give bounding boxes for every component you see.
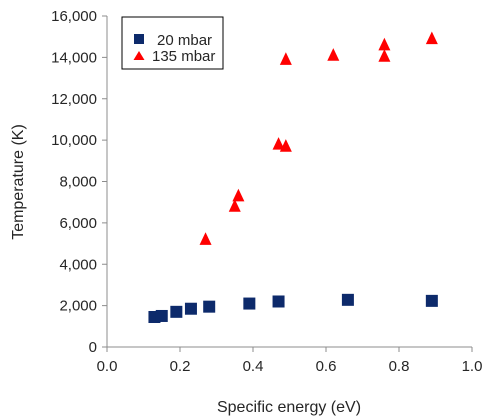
legend-marker-135-mbar — [133, 51, 145, 60]
y-tick-label: 6,000 — [59, 215, 97, 232]
point-20-mbar — [184, 302, 197, 315]
x-tick-label: 0.2 — [170, 358, 191, 375]
legend-marker-20-mbar — [134, 34, 144, 44]
point-20-mbar — [203, 300, 216, 313]
point-20-mbar — [243, 297, 256, 310]
y-tick-label: 4,000 — [59, 256, 97, 273]
point-135-mbar — [378, 49, 391, 62]
x-axis-ticks: 0.0 0.2 0.4 0.6 0.8 1.0 — [97, 347, 483, 375]
y-axis-title: Temperature (K) — [10, 124, 27, 240]
point-135-mbar — [425, 31, 438, 45]
y-tick-label: 8,000 — [59, 174, 97, 191]
x-tick-label: 0.8 — [389, 358, 410, 375]
point-20-mbar — [155, 309, 168, 322]
point-20-mbar — [170, 305, 183, 318]
x-tick-label: 0.6 — [316, 358, 337, 375]
point-20-mbar — [341, 293, 354, 306]
point-135-mbar — [378, 37, 391, 51]
legend-label-135-mbar: 135 mbar — [152, 48, 215, 65]
point-20-mbar — [272, 295, 285, 308]
x-axis-title: Specific energy (eV) — [217, 399, 361, 416]
plot-area: 0.0 0.2 0.4 0.6 0.8 1.0 0 2,000 4,000 6,000 8,000… — [51, 8, 482, 375]
point-20-mbar — [425, 294, 438, 307]
point-135-mbar — [279, 52, 292, 65]
y-tick-label: 14,000 — [51, 49, 97, 66]
point-135-mbar — [228, 199, 241, 212]
legend: 20 mbar 135 mbar — [121, 16, 224, 70]
y-tick-label: 2,000 — [59, 298, 97, 315]
point-135-mbar — [279, 139, 292, 152]
y-tick-label: 16,000 — [51, 8, 97, 25]
point-135-mbar — [199, 232, 212, 245]
y-tick-label: 10,000 — [51, 132, 97, 149]
x-tick-label: 0.4 — [243, 358, 264, 375]
point-135-mbar — [272, 137, 285, 150]
x-tick-label: 1.0 — [462, 358, 483, 375]
y-axis-ticks: 0 2,000 4,000 6,000 8,000 10,000 12,000 14,000 1… — [51, 8, 107, 356]
x-tick-label: 0.0 — [97, 358, 118, 375]
point-135-mbar — [327, 48, 340, 61]
point-135-mbar — [232, 188, 245, 202]
legend-label-20-mbar: 20 mbar — [157, 32, 212, 49]
y-tick-label: 0 — [89, 339, 97, 356]
data-points — [148, 31, 438, 324]
y-tick-label: 12,000 — [51, 91, 97, 108]
